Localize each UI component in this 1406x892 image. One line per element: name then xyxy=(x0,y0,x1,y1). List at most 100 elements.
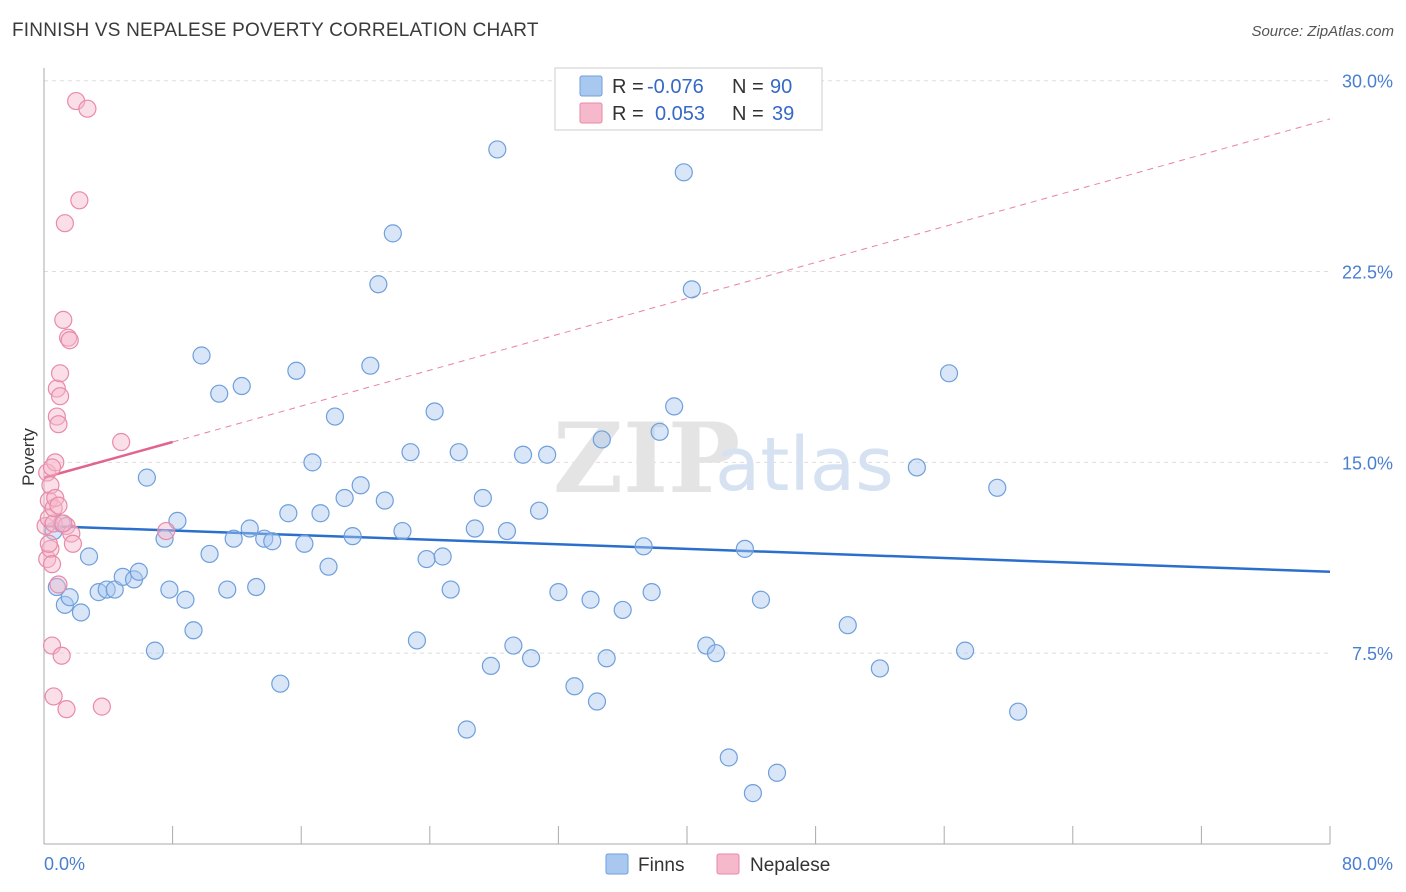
finns-point-81 xyxy=(743,784,763,803)
finns-point-27 xyxy=(247,577,266,597)
finns-point-21 xyxy=(200,544,219,564)
finns-point-25 xyxy=(232,376,251,396)
nepalese-point-32 xyxy=(92,697,111,716)
nepalese-point-29 xyxy=(78,99,97,118)
finns-point-20 xyxy=(192,346,211,365)
legend-n-label-nepalese: N = xyxy=(732,103,764,125)
finns-point-16 xyxy=(160,580,179,599)
watermark-atlas: atlas xyxy=(715,422,894,508)
finns-point-52 xyxy=(449,443,468,462)
bottom-legend-label-finns: Finns xyxy=(638,855,684,876)
finns-point-70 xyxy=(613,600,632,620)
series-legend: Finns Nepalese xyxy=(605,853,830,876)
finns-point-67 xyxy=(587,692,607,711)
finns-point-60 xyxy=(513,445,533,464)
chart-source: Source: ZipAtlas.com xyxy=(1251,23,1394,40)
nepalese-point-35 xyxy=(39,534,58,553)
finns-trend-line xyxy=(43,524,1331,574)
finns-point-69 xyxy=(597,649,616,668)
finns-point-77 xyxy=(697,636,716,655)
nepalese-point-17 xyxy=(50,364,70,383)
nepalese-trend-line xyxy=(43,440,173,479)
finns-point-50 xyxy=(433,547,452,566)
finns-point-59 xyxy=(504,636,523,655)
finns-point-38 xyxy=(335,488,354,508)
finns-point-47 xyxy=(407,631,427,650)
finns-point-23 xyxy=(218,580,237,599)
chart-title: FINNISH VS NEPALESE POVERTY CORRELATION … xyxy=(12,20,539,41)
finns-point-68 xyxy=(592,430,611,449)
finns-point-54 xyxy=(465,519,484,538)
nepalese-point-19 xyxy=(52,646,71,665)
bottom-legend-swatch-nepalese xyxy=(716,853,740,875)
finns-point-14 xyxy=(145,641,165,660)
finns-point-90 xyxy=(1009,702,1028,721)
legend-swatch-nepalese xyxy=(579,102,603,124)
y-axis-title: Poverty xyxy=(19,428,38,486)
nepalese-points xyxy=(36,91,176,719)
finns-point-35 xyxy=(311,504,330,523)
finns-point-13 xyxy=(137,468,156,487)
legend-n-value-finns: 90 xyxy=(770,76,792,98)
legend-r-value-nepalese: 0.053 xyxy=(655,103,705,125)
legend-swatch-finns xyxy=(579,75,603,97)
finns-point-17 xyxy=(168,511,187,530)
bottom-legend-label-nepalese: Nepalese xyxy=(750,855,830,876)
finns-point-75 xyxy=(674,163,693,182)
y-tick-labels: 7.5% 15.0% 22.5% 30.0% xyxy=(1342,72,1393,664)
finns-point-89 xyxy=(988,478,1007,497)
finns-point-80 xyxy=(735,539,754,558)
y-tick-label-0: 7.5% xyxy=(1352,644,1393,664)
finns-point-87 xyxy=(939,364,959,383)
nepalese-point-30 xyxy=(44,687,63,706)
nepalese-point-20 xyxy=(54,310,73,329)
finns-point-84 xyxy=(838,616,857,635)
axes xyxy=(43,68,1331,845)
legend-r-label-finns: R = xyxy=(612,76,644,98)
nepalese-point-1 xyxy=(38,549,57,569)
finns-point-39 xyxy=(343,527,362,546)
finns-point-51 xyxy=(441,580,460,599)
nepalese-point-12 xyxy=(46,453,65,472)
nepalese-point-26 xyxy=(63,534,83,553)
finns-point-88 xyxy=(955,641,975,660)
bottom-legend-swatch-finns xyxy=(605,853,629,875)
finns-point-56 xyxy=(481,656,500,676)
trend-lines xyxy=(43,118,1331,574)
finns-point-76 xyxy=(682,280,701,299)
legend-r-value-finns: -0.076 xyxy=(647,76,704,98)
finns-point-63 xyxy=(538,445,557,464)
finns-point-61 xyxy=(521,649,541,668)
finns-point-73 xyxy=(650,422,669,441)
y-tick-label-2: 22.5% xyxy=(1342,263,1393,283)
y-tick-label-3: 30.0% xyxy=(1342,72,1393,92)
nepalese-point-18 xyxy=(50,387,70,406)
finns-point-82 xyxy=(751,590,771,609)
nepalese-point-8 xyxy=(42,555,62,574)
finns-point-41 xyxy=(361,356,380,375)
finns-point-12 xyxy=(129,562,148,581)
finns-point-48 xyxy=(417,549,436,569)
finns-point-49 xyxy=(425,402,444,421)
finns-point-40 xyxy=(351,476,370,495)
finns-point-46 xyxy=(401,443,420,462)
finns-point-36 xyxy=(319,557,338,576)
finns-point-71 xyxy=(634,537,653,556)
finns-point-18 xyxy=(176,590,195,609)
nepalese-point-38 xyxy=(49,496,68,515)
finns-point-55 xyxy=(473,488,492,508)
finns-point-29 xyxy=(263,532,282,551)
nepalese-point-28 xyxy=(70,191,89,210)
x-tick-labels: 0.0% 80.0% xyxy=(44,854,1393,874)
nepalese-point-33 xyxy=(112,432,131,452)
nepalese-point-24 xyxy=(60,331,79,350)
x-tick-label-1: 80.0% xyxy=(1342,854,1393,874)
nepalese-point-16 xyxy=(49,575,68,594)
finns-point-79 xyxy=(719,748,738,767)
finns-point-85 xyxy=(870,659,890,678)
finns-point-58 xyxy=(497,521,517,541)
nepalese-point-36 xyxy=(42,458,62,477)
finns-point-6 xyxy=(79,547,99,566)
finns-point-74 xyxy=(665,397,684,416)
watermark: ZIP atlas xyxy=(553,402,894,515)
